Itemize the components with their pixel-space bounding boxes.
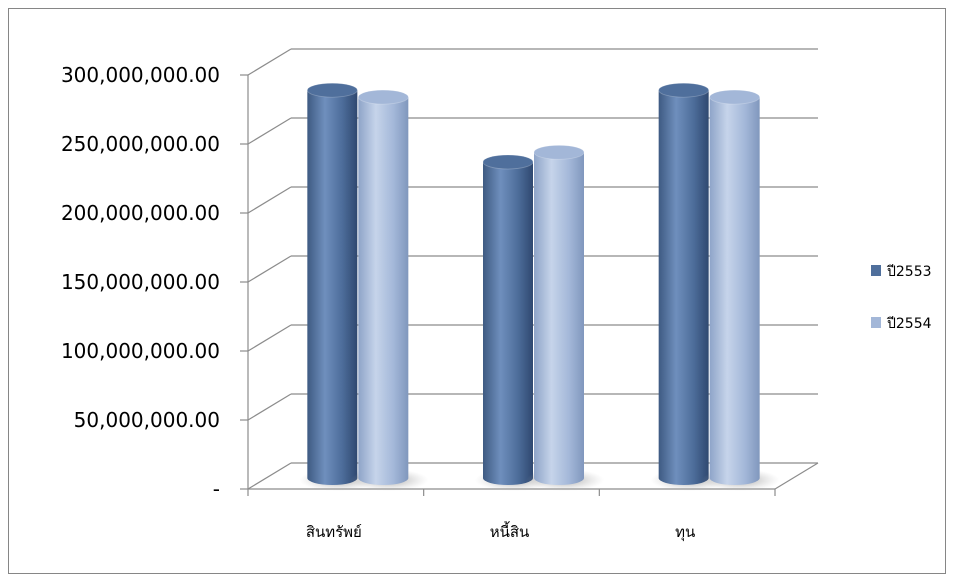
bar-top (357, 89, 409, 105)
bar-top (482, 154, 534, 170)
side-gridline (247, 462, 292, 490)
bar (534, 152, 584, 485)
legend-label: ปี2553 (887, 264, 932, 280)
y-tick-label: 250,000,000.00 (61, 132, 220, 156)
category-labels: สินทรัพย์ หนี้สิน ทุน (306, 521, 695, 542)
bars (299, 82, 780, 491)
x-tick-label: สินทรัพย์ (306, 523, 362, 541)
y-tick-label: 200,000,000.00 (61, 201, 220, 225)
legend: ปี2553 ปี2554 (871, 264, 932, 332)
side-gridline (247, 255, 292, 283)
y-tick-label: 150,000,000.00 (61, 270, 220, 294)
legend-swatch (871, 265, 881, 276)
side-gridline (247, 324, 292, 352)
bar (709, 97, 760, 486)
y-tick-labels: - 50,000,000.00 100,000,000.00 150,000,000.… (61, 63, 220, 501)
side-gridline (247, 117, 292, 145)
side-gridline (247, 393, 292, 421)
legend-swatch (871, 317, 881, 328)
y-tick-label: 100,000,000.00 (61, 339, 220, 363)
side-gridline (247, 186, 292, 214)
bar (483, 161, 533, 486)
y-tick-label: 300,000,000.00 (61, 63, 220, 87)
bar-top (709, 89, 761, 105)
x-tick-label: หนี้สิน (490, 521, 530, 541)
floor-right-edge (774, 462, 819, 490)
bar (658, 90, 709, 486)
bar-top (533, 144, 585, 160)
legend-label: ปี2554 (887, 316, 932, 332)
y-tick-label: 50,000,000.00 (74, 408, 220, 432)
y-tick-label: - (213, 477, 220, 501)
side-gridline (247, 48, 292, 76)
bar (307, 90, 358, 486)
bar-top (306, 82, 358, 98)
x-tick-label: ทุน (675, 523, 695, 542)
bar (358, 97, 409, 486)
bar-top (658, 82, 710, 98)
